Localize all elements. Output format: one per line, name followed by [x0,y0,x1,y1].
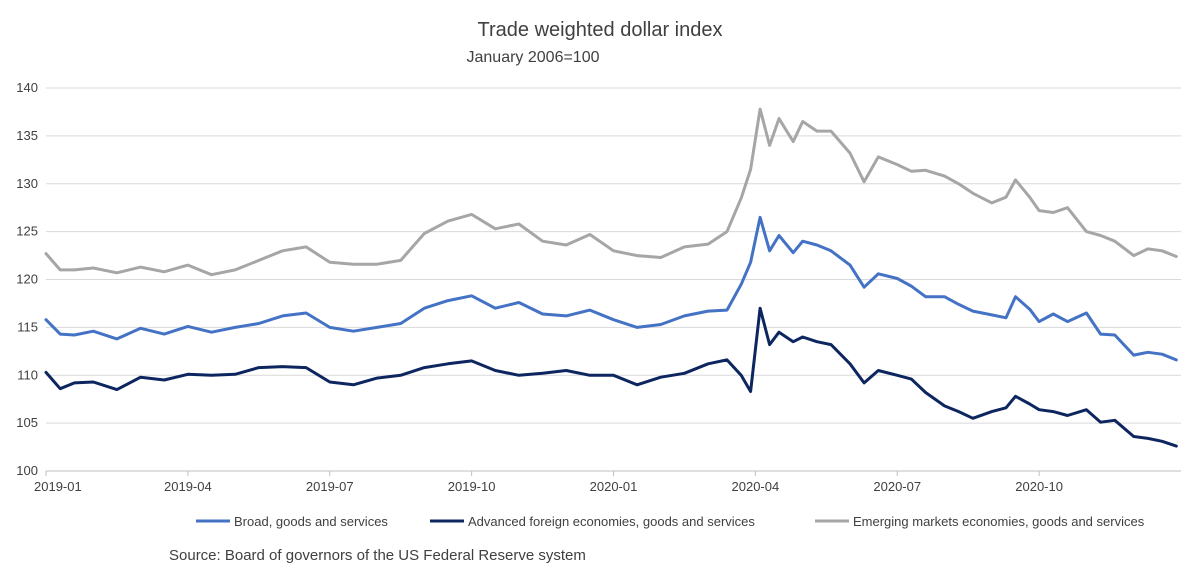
x-tick-label: 2019-04 [164,479,212,494]
x-tick-label: 2019-07 [306,479,354,494]
gridlines [46,87,1181,424]
y-tick-label: 120 [16,272,38,287]
legend-label: Broad, goods and services [234,514,388,529]
x-tick-label: 2020-10 [1015,479,1063,494]
y-tick-label: 125 [16,224,38,239]
x-tick-label: 2020-07 [873,479,921,494]
x-tick-label: 2019-10 [448,479,496,494]
x-tick-label: 2020-01 [590,479,638,494]
y-tick-label: 130 [16,176,38,191]
y-tick-label: 115 [17,319,38,334]
chart-title: Trade weighted dollar index [478,19,723,41]
series-line-1 [44,215,1178,362]
x-axis: 2019-01 2019-04 2019-07 2019-10 2020-01 2020-… [34,470,1181,494]
x-tick-label: 2020-04 [732,479,780,494]
y-tick-label: 100 [16,463,38,478]
series-line-2 [44,306,1178,448]
legend-label: Advanced foreign economies, goods and se… [468,514,755,529]
chart-subtitle: January 2006=100 [467,49,600,66]
y-axis: 100 105 110 115 120 125 130 135 140 [16,80,38,478]
y-tick-label: 105 [16,415,38,430]
series-line-3 [44,107,1178,277]
source-note: Source: Board of governors of the US Fed… [169,547,586,564]
x-tick-label: 2019-01 [34,479,82,494]
y-tick-label: 135 [16,128,38,143]
series-lines [44,107,1178,448]
y-tick-label: 140 [16,80,38,95]
y-tick-label: 110 [17,367,38,382]
legend-label: Emerging markets economies, goods and se… [853,514,1145,529]
legend: Broad, goods and services Advanced foreig… [196,514,1145,529]
